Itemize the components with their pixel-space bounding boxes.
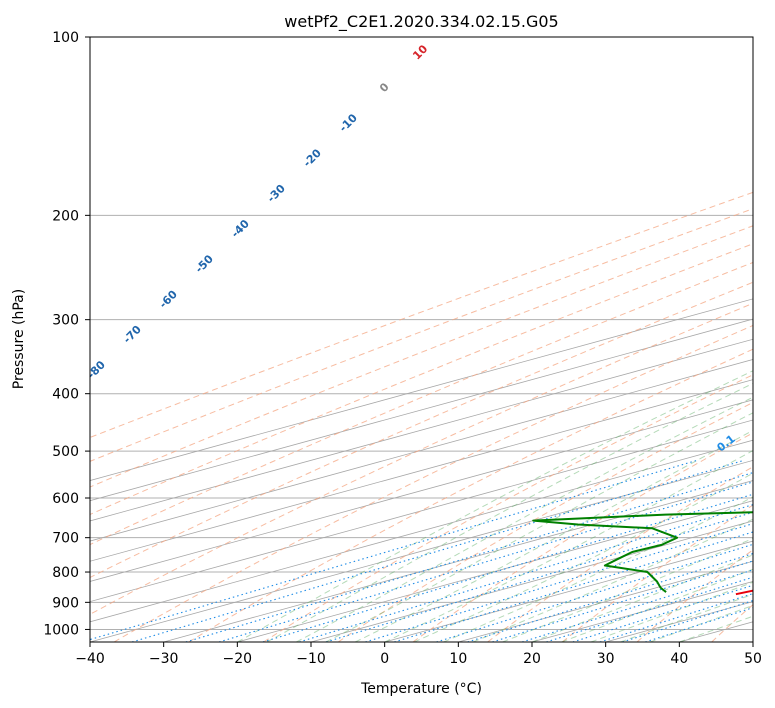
plot-frame [89,36,754,643]
moist-adiabat-line [384,449,753,642]
y-tick-label: 700 [52,531,79,547]
isotherm-line [90,459,753,642]
x-tick-label: 20 [523,651,541,667]
y-tick-label: 400 [52,387,79,403]
isotherm-line [237,500,753,642]
isotherm-line [163,480,753,642]
dry-adiabat-line [90,208,753,462]
y-tick-label: 800 [52,565,79,581]
dry-adiabat-line [412,432,753,642]
x-tick-label: −20 [223,651,253,667]
moist-adiabat-line [354,429,753,642]
x-axis-label: Temperature (°C) [360,681,482,697]
dry-adiabat-line [90,281,753,579]
x-tick-label: 30 [597,651,615,667]
x-tick-label: 10 [449,651,467,667]
dry-adiabat-line [90,261,753,546]
moist-adiabat-line [325,412,753,642]
mixing-ratio-line [325,511,753,642]
y-tick-label: 200 [52,208,79,224]
mixing-ratio-line [131,459,744,642]
mixing-ratio-line [262,493,753,642]
isotherm-line [90,419,753,603]
x-axis: −40 −30 −20 −10 0 10 20 30 40 50 [75,642,762,667]
y-tick-label: 500 [52,444,79,460]
moist-adiabat-line [620,593,753,642]
moist-adiabat-line [561,568,753,642]
isotherm-line [90,338,753,522]
y-tick-label: 300 [52,313,79,329]
y-tick-label: 1000 [43,622,79,638]
background-lines [90,37,753,642]
y-axis: 100 200 300 400 500 600 700 800 900 1000 [43,30,90,638]
x-tick-label: −10 [296,651,326,667]
mixing-ratio-line [299,504,753,642]
moist-adiabat-line [443,496,753,642]
mixing-ratio-line [218,481,753,642]
y-tick-label: 600 [52,491,79,507]
x-tick-label: −30 [149,651,179,667]
dry-adiabat-line [188,348,753,642]
profile-lines [532,511,753,596]
x-tick-label: −40 [75,651,105,667]
dewpoint-line [532,511,753,593]
mixing-ratio-line [599,593,753,642]
mixing-ratio-line [645,607,753,642]
dry-adiabat-line [90,225,753,488]
isotherm-line [90,439,753,623]
mixing-ratio-line [622,599,753,642]
isotherm-line [90,298,753,481]
y-tick-label: 100 [52,30,79,46]
isotherm-line [90,399,753,582]
y-tick-label: 900 [52,595,79,611]
x-tick-label: 0 [380,651,389,667]
y-axis-label: Pressure (hPa) [11,289,27,389]
isotherm-line [310,520,753,642]
moist-adiabat-line [413,472,753,642]
moist-adiabat-line [531,554,753,642]
isotherm-line [90,318,753,502]
dry-adiabat-line [90,243,753,516]
x-tick-label: 50 [744,651,762,667]
chart-title: wetPf2_C2E1.2020.334.02.15.G05 [284,12,558,32]
mixing-ratio-line [90,459,697,641]
dry-adiabat-line [263,374,753,642]
dry-adiabat-line [90,191,753,438]
x-tick-label: 40 [670,651,688,667]
